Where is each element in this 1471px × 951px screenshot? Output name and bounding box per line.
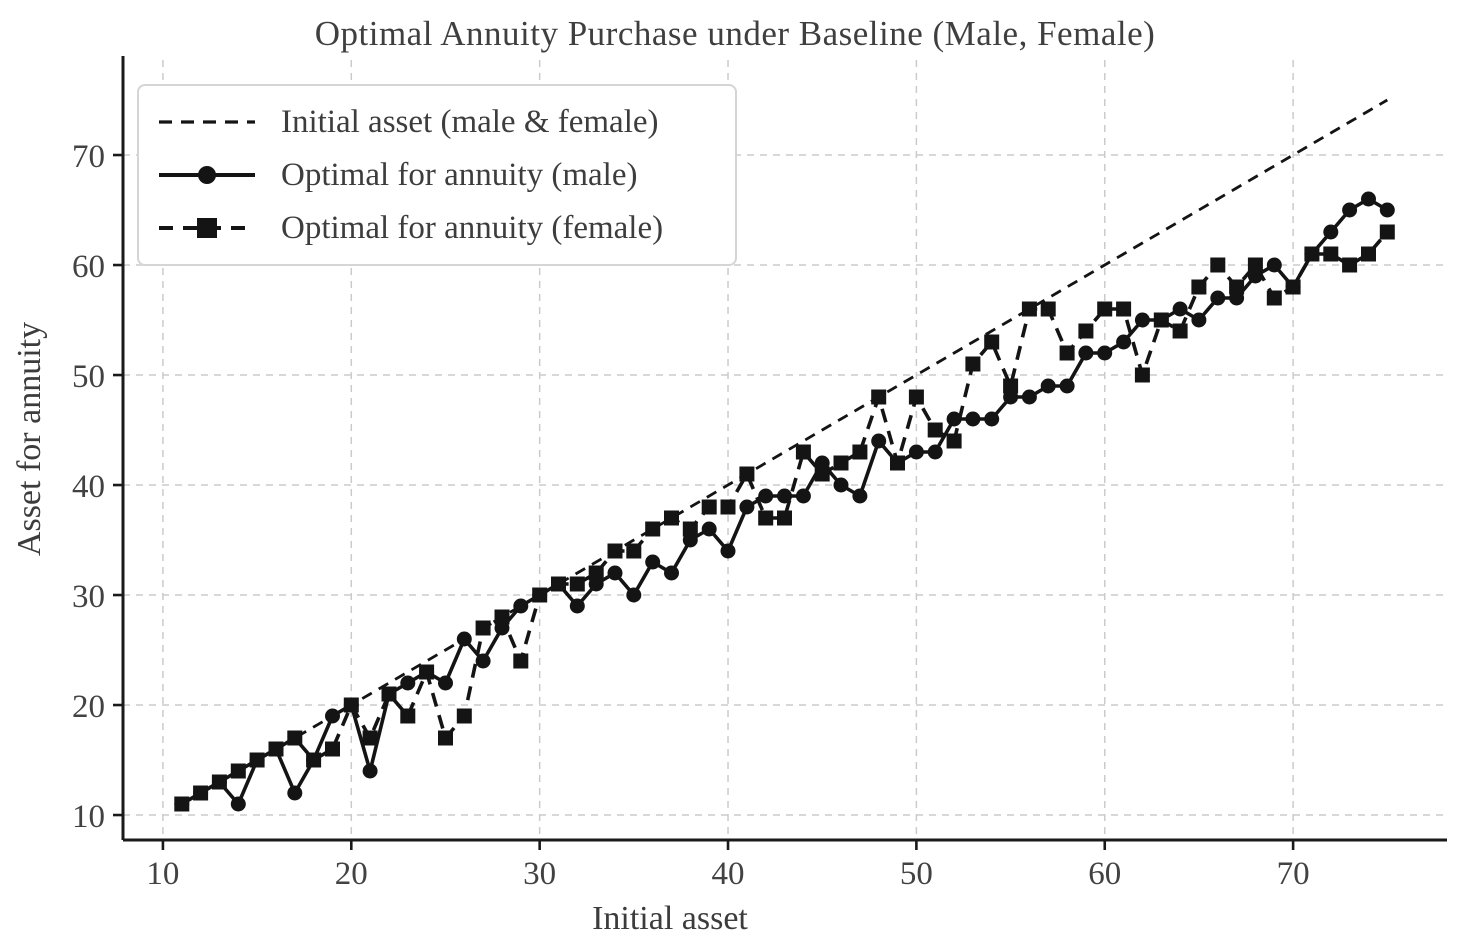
y-tick-label: 70 [72,139,105,175]
solid-line-circle-icon [159,166,255,184]
legend-item-male: Optimal for annuity (male) [155,153,717,197]
y-tick-label: 40 [72,469,105,505]
legend-label: Initial asset (male & female) [281,103,659,140]
x-tick-label: 20 [335,856,368,892]
y-tick-label: 50 [72,359,105,395]
y-tick-label: 30 [72,579,105,615]
legend: Initial asset (male & female) Optimal fo… [137,84,737,266]
y-tick-label: 10 [72,799,105,835]
legend-label: Optimal for annuity (female) [281,209,664,246]
chart-title: Optimal Annuity Purchase under Baseline … [314,14,1156,53]
dashed-line-square-icon [159,218,255,238]
y-axis-label: Asset for annuity [11,321,48,557]
series-markers-1 [174,191,1395,812]
y-tick-label: 20 [72,689,105,725]
dashed-line-icon [159,120,255,124]
x-tick-label: 60 [1088,856,1121,892]
x-tick-label: 50 [900,856,933,892]
x-tick-label: 30 [523,856,556,892]
legend-label: Optimal for annuity (male) [281,156,638,193]
x-tick-label: 70 [1277,856,1310,892]
x-axis-label: Initial asset [592,900,748,937]
x-tick-label: 40 [712,856,745,892]
series-line-2 [180,230,1389,806]
legend-item-female: Optimal for annuity (female) [155,206,717,250]
x-tick-label: 10 [146,856,179,892]
legend-item-initial-asset: Initial asset (male & female) [155,100,717,144]
y-tick-label: 60 [72,249,105,285]
series-markers-2 [174,224,1395,812]
